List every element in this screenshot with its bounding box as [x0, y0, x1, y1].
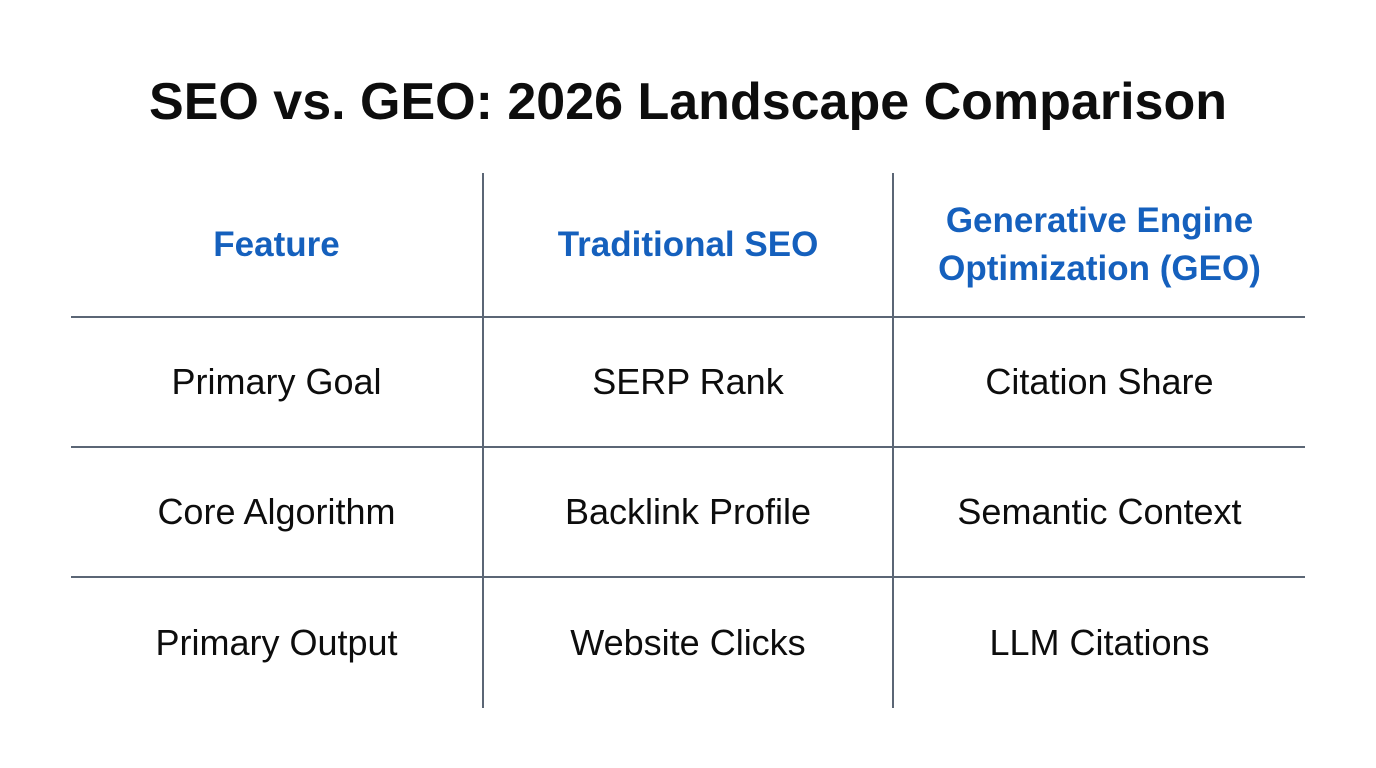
column-divider: [482, 173, 484, 708]
row-divider: [71, 576, 1305, 578]
table-cell: Website Clicks: [484, 578, 892, 708]
table-cell: Core Algorithm: [71, 448, 482, 576]
table-cell: Primary Goal: [71, 318, 482, 446]
cell-text: Website Clicks: [570, 622, 806, 663]
header-feature: Feature: [71, 173, 482, 316]
row-divider: [71, 446, 1305, 448]
header-label-line1: Generative Engine: [945, 201, 1254, 241]
column-divider: [892, 173, 894, 708]
table-cell: LLM Citations: [894, 578, 1305, 708]
cell-text: Citation Share: [985, 361, 1214, 402]
header-label: Feature: [213, 224, 340, 264]
table-cell: Primary Output: [71, 578, 482, 708]
header-label-line2: Optimization (GEO): [938, 248, 1261, 288]
header-traditional-seo: Traditional SEO: [484, 173, 892, 316]
cell-text: SERP Rank: [592, 361, 784, 402]
cell-text: Core Algorithm: [157, 491, 396, 532]
table-cell: SERP Rank: [484, 318, 892, 446]
page-title: SEO vs. GEO: 2026 Landscape Comparison: [149, 73, 1227, 131]
table-cell: Semantic Context: [894, 448, 1305, 576]
cell-text: Primary Output: [155, 622, 398, 663]
cell-text: Primary Goal: [171, 361, 382, 402]
table-cell: Backlink Profile: [484, 448, 892, 576]
row-divider: [71, 316, 1305, 318]
cell-text: LLM Citations: [989, 622, 1210, 663]
header-label: Traditional SEO: [557, 224, 819, 264]
cell-text: Semantic Context: [957, 491, 1242, 532]
cell-text: Backlink Profile: [564, 491, 812, 532]
header-geo: Generative Engine Optimization (GEO): [894, 173, 1305, 316]
table-cell: Citation Share: [894, 318, 1305, 446]
